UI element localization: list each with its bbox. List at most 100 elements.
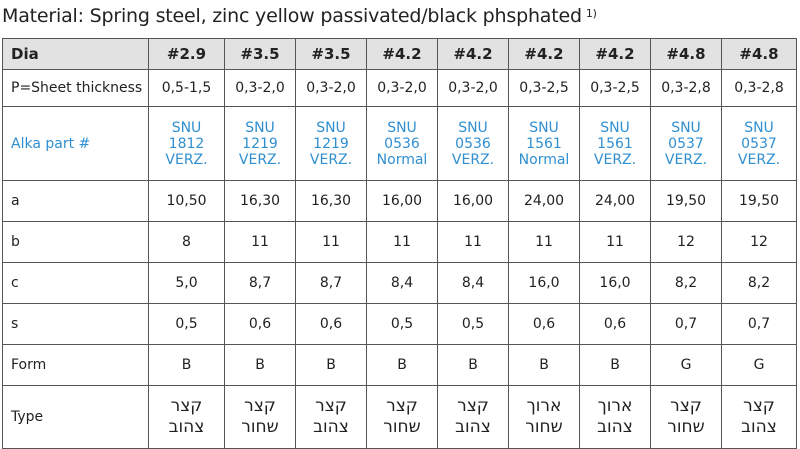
table-cell: 0,3-2,0	[366, 69, 438, 107]
type-cell: קצר צהוב	[721, 385, 797, 449]
table-cell: #4.8	[650, 38, 722, 70]
type-cell: קצר צהוב	[148, 385, 225, 449]
table-cell: 0,5	[437, 303, 509, 345]
dimension-b-row: b 8 11 11 11 11 11 11 12 12	[2, 221, 797, 263]
type-cell: קצר צהוב	[437, 385, 509, 449]
table-cell: #4.2	[366, 38, 438, 70]
cell-line: 0536	[455, 135, 491, 152]
table-cell: 0,3-2,0	[437, 69, 509, 107]
cell-line: קצר	[244, 396, 276, 416]
cell-line: SNU	[387, 119, 417, 136]
type-row: Type קצר צהוב קצר שחור קצר צהוב קצר שחור קצר צהוב א…	[2, 385, 797, 449]
table-cell: #2.9	[148, 38, 225, 70]
cell-line: 0536	[384, 135, 420, 152]
table-cell: G	[650, 344, 722, 386]
cell-line: VERZ.	[664, 151, 708, 168]
cell-line: צהוב	[741, 417, 777, 437]
table-cell: 11	[579, 221, 651, 263]
cell-line: 1561	[597, 135, 633, 152]
cell-line: 0537	[668, 135, 704, 152]
cell-line: קצר	[386, 396, 418, 416]
table-cell: 8,2	[650, 262, 722, 304]
table-cell: 0,3-2,0	[224, 69, 296, 107]
part-number-cell: SNU 0536 Normal	[366, 106, 438, 181]
part-number-cell: SNU 0536 VERZ.	[437, 106, 509, 181]
table-cell: #4.2	[437, 38, 509, 70]
table-cell: 12	[650, 221, 722, 263]
table-cell: 0,3-2,8	[650, 69, 722, 107]
part-number-cell: SNU 1561 VERZ.	[579, 106, 651, 181]
cell-line: 1219	[313, 135, 349, 152]
table-cell: 0,3-2,5	[508, 69, 580, 107]
cell-line: VERZ.	[737, 151, 781, 168]
part-number-cell: SNU 1219 VERZ.	[224, 106, 296, 181]
form-row: Form B B B B B B B G G	[2, 344, 797, 386]
table-cell: 19,50	[650, 180, 722, 222]
part-number-cell: SNU 1812 VERZ.	[148, 106, 225, 181]
spec-table-body: Dia #2.9 #3.5 #3.5 #4.2 #4.2 #4.2 #4.2 #4.8 #4.8 P…	[2, 38, 797, 449]
cell-line: שחור	[383, 417, 421, 437]
table-cell: 8,2	[721, 262, 797, 304]
table-cell: 11	[224, 221, 296, 263]
table-cell: B	[148, 344, 225, 386]
cell-line: VERZ.	[165, 151, 208, 168]
cell-line: צהוב	[597, 417, 633, 437]
table-cell: B	[437, 344, 509, 386]
row-label: s	[2, 303, 149, 345]
cell-line: ארוך	[597, 396, 633, 416]
table-cell: 24,00	[508, 180, 580, 222]
type-cell: ארוך צהוב	[579, 385, 651, 449]
type-cell: ארוך שחור	[508, 385, 580, 449]
table-cell: 11	[508, 221, 580, 263]
type-cell: קצר שחור	[224, 385, 296, 449]
cell-line: קצר	[170, 396, 203, 416]
dimension-a-row: a 10,50 16,30 16,30 16,00 16,00 24,00 24,00 19,5…	[2, 180, 797, 222]
row-label: Type	[2, 385, 149, 449]
cell-line: 0537	[741, 135, 777, 152]
cell-line: צהוב	[168, 417, 205, 437]
cell-line: SNU	[458, 119, 488, 136]
cell-line: VERZ.	[238, 151, 282, 168]
table-cell: 8,4	[366, 262, 438, 304]
table-cell: 11	[295, 221, 367, 263]
cell-line: קצר	[670, 396, 702, 416]
table-cell: G	[721, 344, 797, 386]
caption-text: Material: Spring steel, zinc yellow pass…	[2, 5, 582, 27]
table-cell: 10,50	[148, 180, 225, 222]
table-cell: 0,7	[650, 303, 722, 345]
table-cell: #4.2	[508, 38, 580, 70]
cell-line: SNU	[600, 119, 630, 136]
cell-line: שחור	[525, 417, 563, 437]
cell-line: קצר	[457, 396, 489, 416]
table-cell: B	[224, 344, 296, 386]
cell-line: שחור	[241, 417, 279, 437]
table-cell: 8,4	[437, 262, 509, 304]
part-number-cell: SNU 0537 VERZ.	[650, 106, 722, 181]
table-cell: 0,5	[148, 303, 225, 345]
part-number-cell: SNU 1219 VERZ.	[295, 106, 367, 181]
type-cell: קצר צהוב	[295, 385, 367, 449]
cell-line: Normal	[376, 151, 428, 168]
cell-line: VERZ.	[309, 151, 353, 168]
header-row: Dia #2.9 #3.5 #3.5 #4.2 #4.2 #4.2 #4.2 #4.8 #4.8	[2, 38, 797, 70]
cell-line: SNU	[171, 119, 202, 136]
cell-line: VERZ.	[451, 151, 495, 168]
table-cell: #3.5	[295, 38, 367, 70]
cell-line: צהוב	[455, 417, 491, 437]
table-cell: #4.2	[579, 38, 651, 70]
table-cell: 11	[437, 221, 509, 263]
table-cell: 16,00	[437, 180, 509, 222]
table-cell: 16,0	[508, 262, 580, 304]
type-cell: קצר שחור	[650, 385, 722, 449]
part-number-row: Alka part # SNU 1812 VERZ. SNU 1219 VERZ. SNU 12…	[2, 106, 797, 181]
cell-line: SNU	[744, 119, 774, 136]
table-cell: 16,0	[579, 262, 651, 304]
row-label: a	[2, 180, 149, 222]
row-label: b	[2, 221, 149, 263]
table-cell: 0,5	[366, 303, 438, 345]
table-cell: 0,6	[224, 303, 296, 345]
cell-line: SNU	[245, 119, 275, 136]
table-cell: 0,6	[579, 303, 651, 345]
dimension-s-row: s 0,5 0,6 0,6 0,5 0,5 0,6 0,6 0,7 0,7	[2, 303, 797, 345]
table-cell: B	[366, 344, 438, 386]
